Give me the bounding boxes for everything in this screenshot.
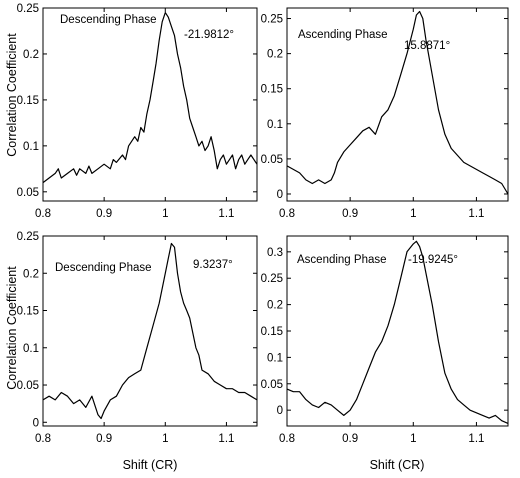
y-tick-label: 0.05 — [17, 187, 39, 199]
x-tick-label: 1.1 — [468, 208, 484, 220]
x-tick-label: 0.8 — [279, 208, 295, 220]
chart-panel-1: 0.8 0.9 1 1.1 0.05 0.1 0.15 0.2 0.25 Descending P… — [17, 3, 258, 220]
x-tick-label: 1 — [162, 208, 168, 220]
y-tick-label: 0.2 — [267, 300, 283, 312]
y-tick-label: 0.05 — [261, 154, 283, 166]
angle-annotation: -21.9812° — [184, 29, 234, 41]
y-tick-label: 0.15 — [17, 306, 39, 318]
x-tick-label: 0.9 — [342, 433, 358, 445]
phase-annotation: Ascending Phase — [297, 254, 387, 266]
y-tick-label: 0.2 — [23, 49, 39, 61]
x-tick-label: 1 — [410, 208, 416, 220]
x-tick-label: 0.9 — [342, 208, 358, 220]
x-tick-label: 1 — [410, 433, 416, 445]
phase-annotation: Ascending Phase — [298, 29, 388, 41]
x-tick-label: 0.9 — [96, 433, 112, 445]
series-line-1 — [42, 242, 258, 420]
y-tick-label: 0.2 — [23, 268, 39, 280]
phase-annotation: Descending Phase — [60, 14, 157, 26]
y-tick-label: 0 — [277, 405, 283, 417]
y-axis-label-bottom: Correlation Coefficient — [5, 266, 19, 390]
series-line-1 — [42, 12, 258, 184]
plot-frame — [42, 235, 258, 427]
chart-panel-2: 0.8 0.9 1 1.1 0 0.05 0.1 0.15 0.2 0.25 Ascending P… — [261, 7, 509, 220]
x-tick-label: 0.8 — [279, 433, 295, 445]
x-tick-label: 0.8 — [35, 208, 51, 220]
angle-annotation: 15.8871° — [404, 40, 450, 52]
y-tick-label: 0.05 — [261, 379, 283, 391]
y-tick-label: 0.15 — [261, 326, 283, 338]
chart-panel-4: 0.8 0.9 1 1.1 0 0.05 0.1 0.15 0.2 0.25 0.3 Ascendin… — [261, 235, 509, 445]
y-tick-label: 0.1 — [23, 141, 39, 153]
y-tick-label: 0.25 — [261, 14, 283, 26]
y-tick-label: 0.25 — [261, 273, 283, 285]
angle-annotation: 9.3237° — [193, 259, 233, 271]
y-tick-label: 0.15 — [261, 84, 283, 96]
y-tick-label: 0.25 — [17, 3, 39, 15]
y-tick-label: 0.15 — [17, 95, 39, 107]
x-tick-label: 1.1 — [468, 433, 484, 445]
series-line-1 — [286, 240, 509, 424]
panels: 0.8 0.9 1 1.1 0.05 0.1 0.15 0.2 0.25 Descending P… — [17, 3, 509, 445]
x-tick-label: 0.8 — [35, 433, 51, 445]
y-tick-label: 0 — [33, 417, 39, 429]
x-tick-label: 1.1 — [218, 208, 234, 220]
y-axis-label-top: Correlation Coefficient — [5, 33, 19, 157]
y-tick-label: 0.2 — [267, 49, 283, 61]
plot-frame — [286, 7, 509, 202]
y-tick-label: 0.25 — [17, 231, 39, 243]
x-axis-label-left: Shift (CR) — [123, 458, 178, 472]
x-tick-label: 1.1 — [218, 433, 234, 445]
y-tick-label: 0.1 — [23, 343, 39, 355]
angle-annotation: -19.9245° — [408, 254, 458, 266]
x-axis-label-right: Shift (CR) — [370, 458, 425, 472]
y-tick-label: 0.1 — [267, 352, 283, 364]
plot-frame — [42, 7, 258, 202]
y-tick-label: 0.05 — [17, 380, 39, 392]
y-tick-label: 0.3 — [267, 247, 283, 259]
chart-panel-3: 0.8 0.9 1 1.1 0 0.05 0.1 0.15 0.2 0.25 Descending … — [17, 231, 258, 445]
phase-annotation: Descending Phase — [55, 262, 152, 274]
series-line-1 — [286, 10, 509, 195]
y-tick-label: 0.1 — [267, 119, 283, 131]
y-tick-label: 0 — [277, 189, 283, 201]
x-tick-label: 0.9 — [96, 208, 112, 220]
x-tick-label: 1 — [162, 433, 168, 445]
